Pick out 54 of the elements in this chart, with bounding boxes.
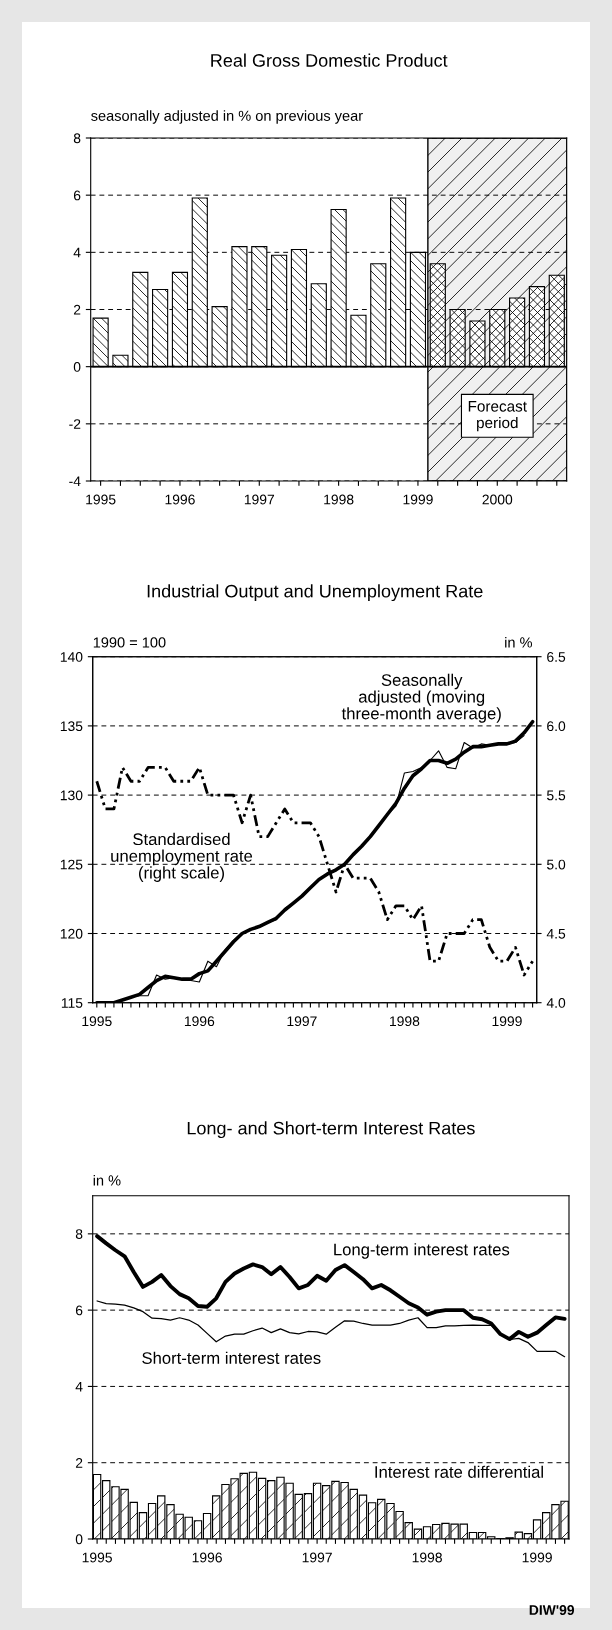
y-tick-label: 120: [60, 928, 83, 939]
x-tick-label: 1996: [165, 494, 195, 505]
chart-title: Industrial Output and Unemployment Rate: [147, 584, 483, 602]
y-tick-label: 2: [75, 1458, 83, 1468]
y-tick-label: -2: [69, 419, 81, 429]
x-tick-label: 1997: [302, 1552, 332, 1563]
annotation: Interest rate differential: [375, 1465, 543, 1478]
x-tick-label: 2000: [482, 494, 513, 505]
y-tick-label: 135: [60, 721, 83, 732]
y-tick-label: 125: [60, 859, 83, 870]
y-tick-label: 115: [61, 998, 83, 1008]
x-tick-label: 1995: [82, 1552, 112, 1563]
y-tick-label: 8: [75, 1229, 83, 1240]
y2-axis-title: in %: [505, 636, 533, 648]
y-tick-label: 0: [73, 362, 81, 372]
x-tick-label: 1998: [324, 494, 354, 505]
y-tick-label: 130: [60, 790, 83, 801]
y-tick-label: 140: [60, 652, 83, 662]
annotation: Seasonally adjusted (moving three-month average): [341, 673, 501, 723]
y-axis-title: in %: [93, 1174, 121, 1186]
y-tick-label: 0: [75, 1534, 83, 1545]
x-tick-label: 1995: [82, 1016, 112, 1027]
y-tick-label: -4: [69, 476, 81, 487]
text: DIW'99: [529, 1605, 575, 1615]
y2-tick-label: 6.5: [547, 652, 566, 662]
y-tick-label: 2: [73, 304, 81, 315]
x-tick-label: 1996: [192, 1552, 222, 1563]
chart-title: Real Gross Domestic Product: [211, 53, 448, 67]
annotation: Long-term interest rates: [334, 1243, 510, 1259]
y-tick-label: 6: [73, 190, 81, 201]
y2-tick-label: 5.0: [546, 859, 566, 870]
band-label: Forecast period: [468, 401, 527, 432]
y-tick-label: 4: [75, 1381, 83, 1392]
x-tick-label: 1997: [244, 494, 275, 505]
y-tick-label: 8: [73, 133, 81, 144]
y-tick-label: 4: [73, 247, 81, 258]
y2-tick-label: 6.0: [547, 721, 566, 732]
y-axis-title: 1990 = 100: [93, 637, 166, 648]
y-axis-title: seasonally adjusted in % on previous year: [91, 110, 363, 124]
x-tick-label: 1998: [390, 1016, 420, 1027]
x-tick-label: 1999: [403, 494, 433, 505]
annotation: Short-term interest rates: [142, 1351, 321, 1364]
chart-title: Long- and Short-term Interest Rates: [187, 1121, 475, 1139]
x-tick-label: 1996: [184, 1016, 215, 1027]
y-tick-label: 6: [75, 1305, 83, 1316]
x-tick-label: 1998: [412, 1552, 442, 1563]
y2-tick-label: 4.5: [546, 928, 566, 939]
x-tick-label: 1997: [287, 1016, 317, 1027]
y2-tick-label: 5.5: [546, 790, 566, 801]
annotation: Standardised unemployment rate (right scale): [111, 832, 253, 882]
x-tick-label: 1995: [86, 494, 116, 505]
y2-tick-label: 4.0: [546, 998, 566, 1008]
x-tick-label: 1999: [492, 1016, 522, 1027]
x-tick-label: 1999: [522, 1552, 552, 1563]
